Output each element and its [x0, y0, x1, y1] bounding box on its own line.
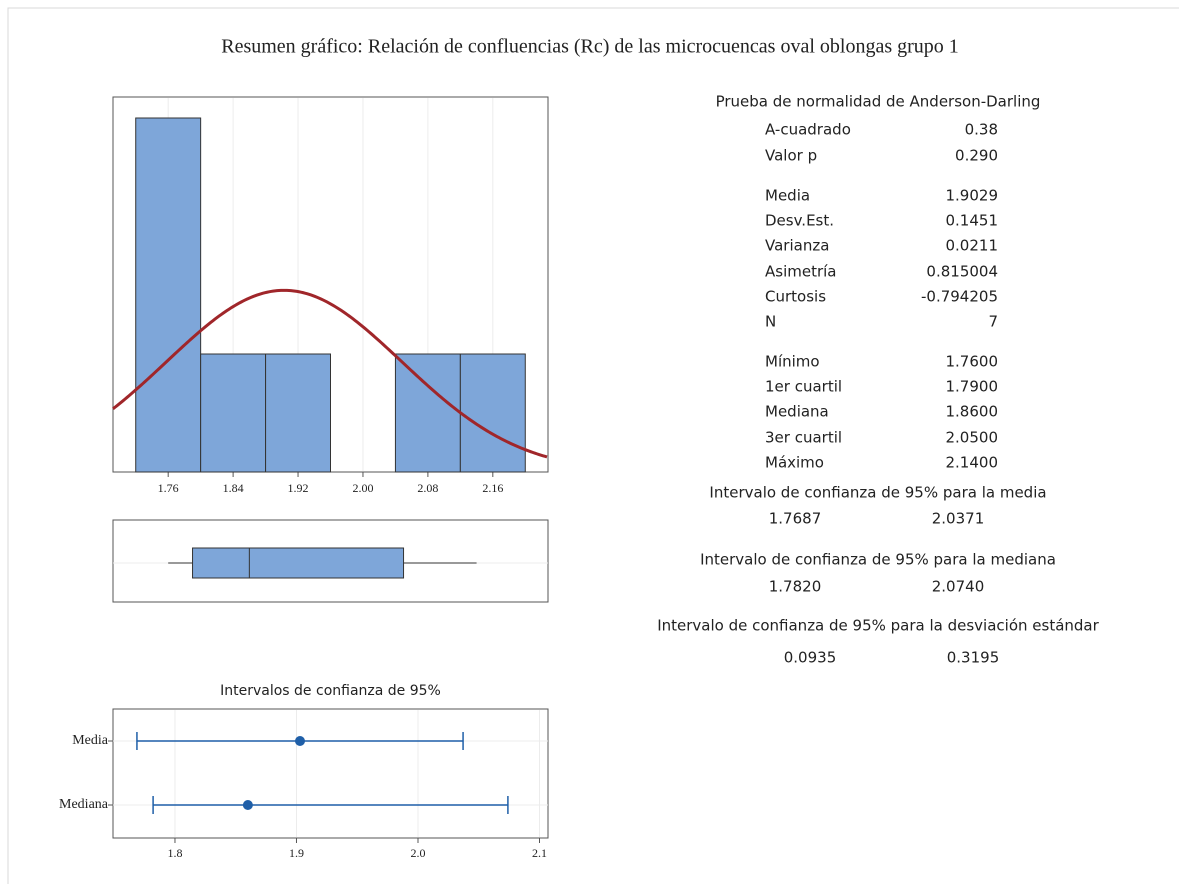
box	[192, 547, 405, 579]
x-tick-label: 2.1	[532, 846, 547, 860]
x-tick-label: 1.92	[288, 481, 309, 495]
stat-name: Curtosis	[765, 288, 826, 306]
stat-value: 0.815004	[926, 263, 998, 281]
estimate-point	[242, 800, 253, 810]
ci-upper: 0.3195	[947, 649, 1000, 667]
stat-value: 1.8600	[946, 403, 999, 421]
histogram-bar	[459, 353, 526, 473]
page-border	[7, 7, 1179, 884]
x-tick-label: 1.76	[158, 481, 179, 495]
stat-name: Mínimo	[765, 353, 820, 371]
histogram-bar	[135, 117, 202, 473]
x-tick-label: 2.16	[482, 481, 503, 495]
x-tick-label: 2.0	[410, 846, 425, 860]
chart-title: Resumen gráfico: Relación de confluencia…	[221, 36, 959, 58]
interval-title: Intervalos de confianza de 95%	[220, 683, 441, 699]
stat-value: -0.794205	[921, 288, 998, 306]
x-tick-label: 2.00	[352, 481, 373, 495]
stat-name: Valor p	[765, 147, 817, 165]
x-tick-label: 1.8	[167, 846, 182, 860]
stat-name: 1er cuartil	[765, 378, 842, 396]
stat-value: 2.1400	[946, 454, 999, 472]
x-tick-label: 1.9	[289, 846, 304, 860]
plot-frame	[112, 519, 549, 603]
stat-value: 0.1451	[946, 212, 999, 230]
stat-value: 2.0500	[946, 429, 999, 447]
stat-value: 0.290	[955, 147, 998, 165]
histogram-bar	[265, 353, 331, 473]
x-tick-label: 1.84	[223, 481, 244, 495]
ci-upper: 2.0371	[932, 510, 985, 528]
ci-lower: 0.0935	[784, 649, 837, 667]
stat-name: Varianza	[765, 237, 829, 255]
stat-value: 1.9029	[946, 187, 999, 205]
stat-name: Desv.Est.	[765, 212, 834, 230]
stats-title: Prueba de normalidad de Anderson-Darling	[716, 93, 1041, 111]
ci-upper: 2.0740	[932, 578, 985, 596]
ci-title: Intervalo de confianza de 95% para la me…	[700, 551, 1056, 569]
stat-name: Media	[765, 187, 810, 205]
ci-title: Intervalo de confianza de 95% para la me…	[709, 484, 1046, 502]
stat-value: 0.38	[965, 121, 998, 139]
stat-value: 1.7900	[946, 378, 999, 396]
ci-lower: 1.7820	[769, 578, 822, 596]
stat-name: Máximo	[765, 454, 824, 472]
stat-name: Asimetría	[765, 263, 837, 281]
stat-name: N	[765, 313, 776, 331]
plot-frame	[112, 708, 549, 839]
stat-value: 0.0211	[946, 237, 999, 255]
histogram-bar	[200, 353, 267, 473]
y-tick-label: Mediana	[59, 797, 109, 812]
stat-name: A-cuadrado	[765, 121, 851, 139]
normal-fit	[112, 288, 548, 459]
ci-title: Intervalo de confianza de 95% para la de…	[657, 617, 1099, 635]
x-tick-label: 2.08	[417, 481, 438, 495]
estimate-point	[295, 736, 306, 746]
y-tick-label: Media	[72, 733, 109, 748]
histogram-bar	[394, 353, 461, 473]
stat-value: 7	[988, 313, 998, 331]
ci-lower: 1.7687	[769, 510, 822, 528]
stat-value: 1.7600	[946, 353, 999, 371]
stat-name: 3er cuartil	[765, 429, 842, 447]
stat-name: Mediana	[765, 403, 829, 421]
